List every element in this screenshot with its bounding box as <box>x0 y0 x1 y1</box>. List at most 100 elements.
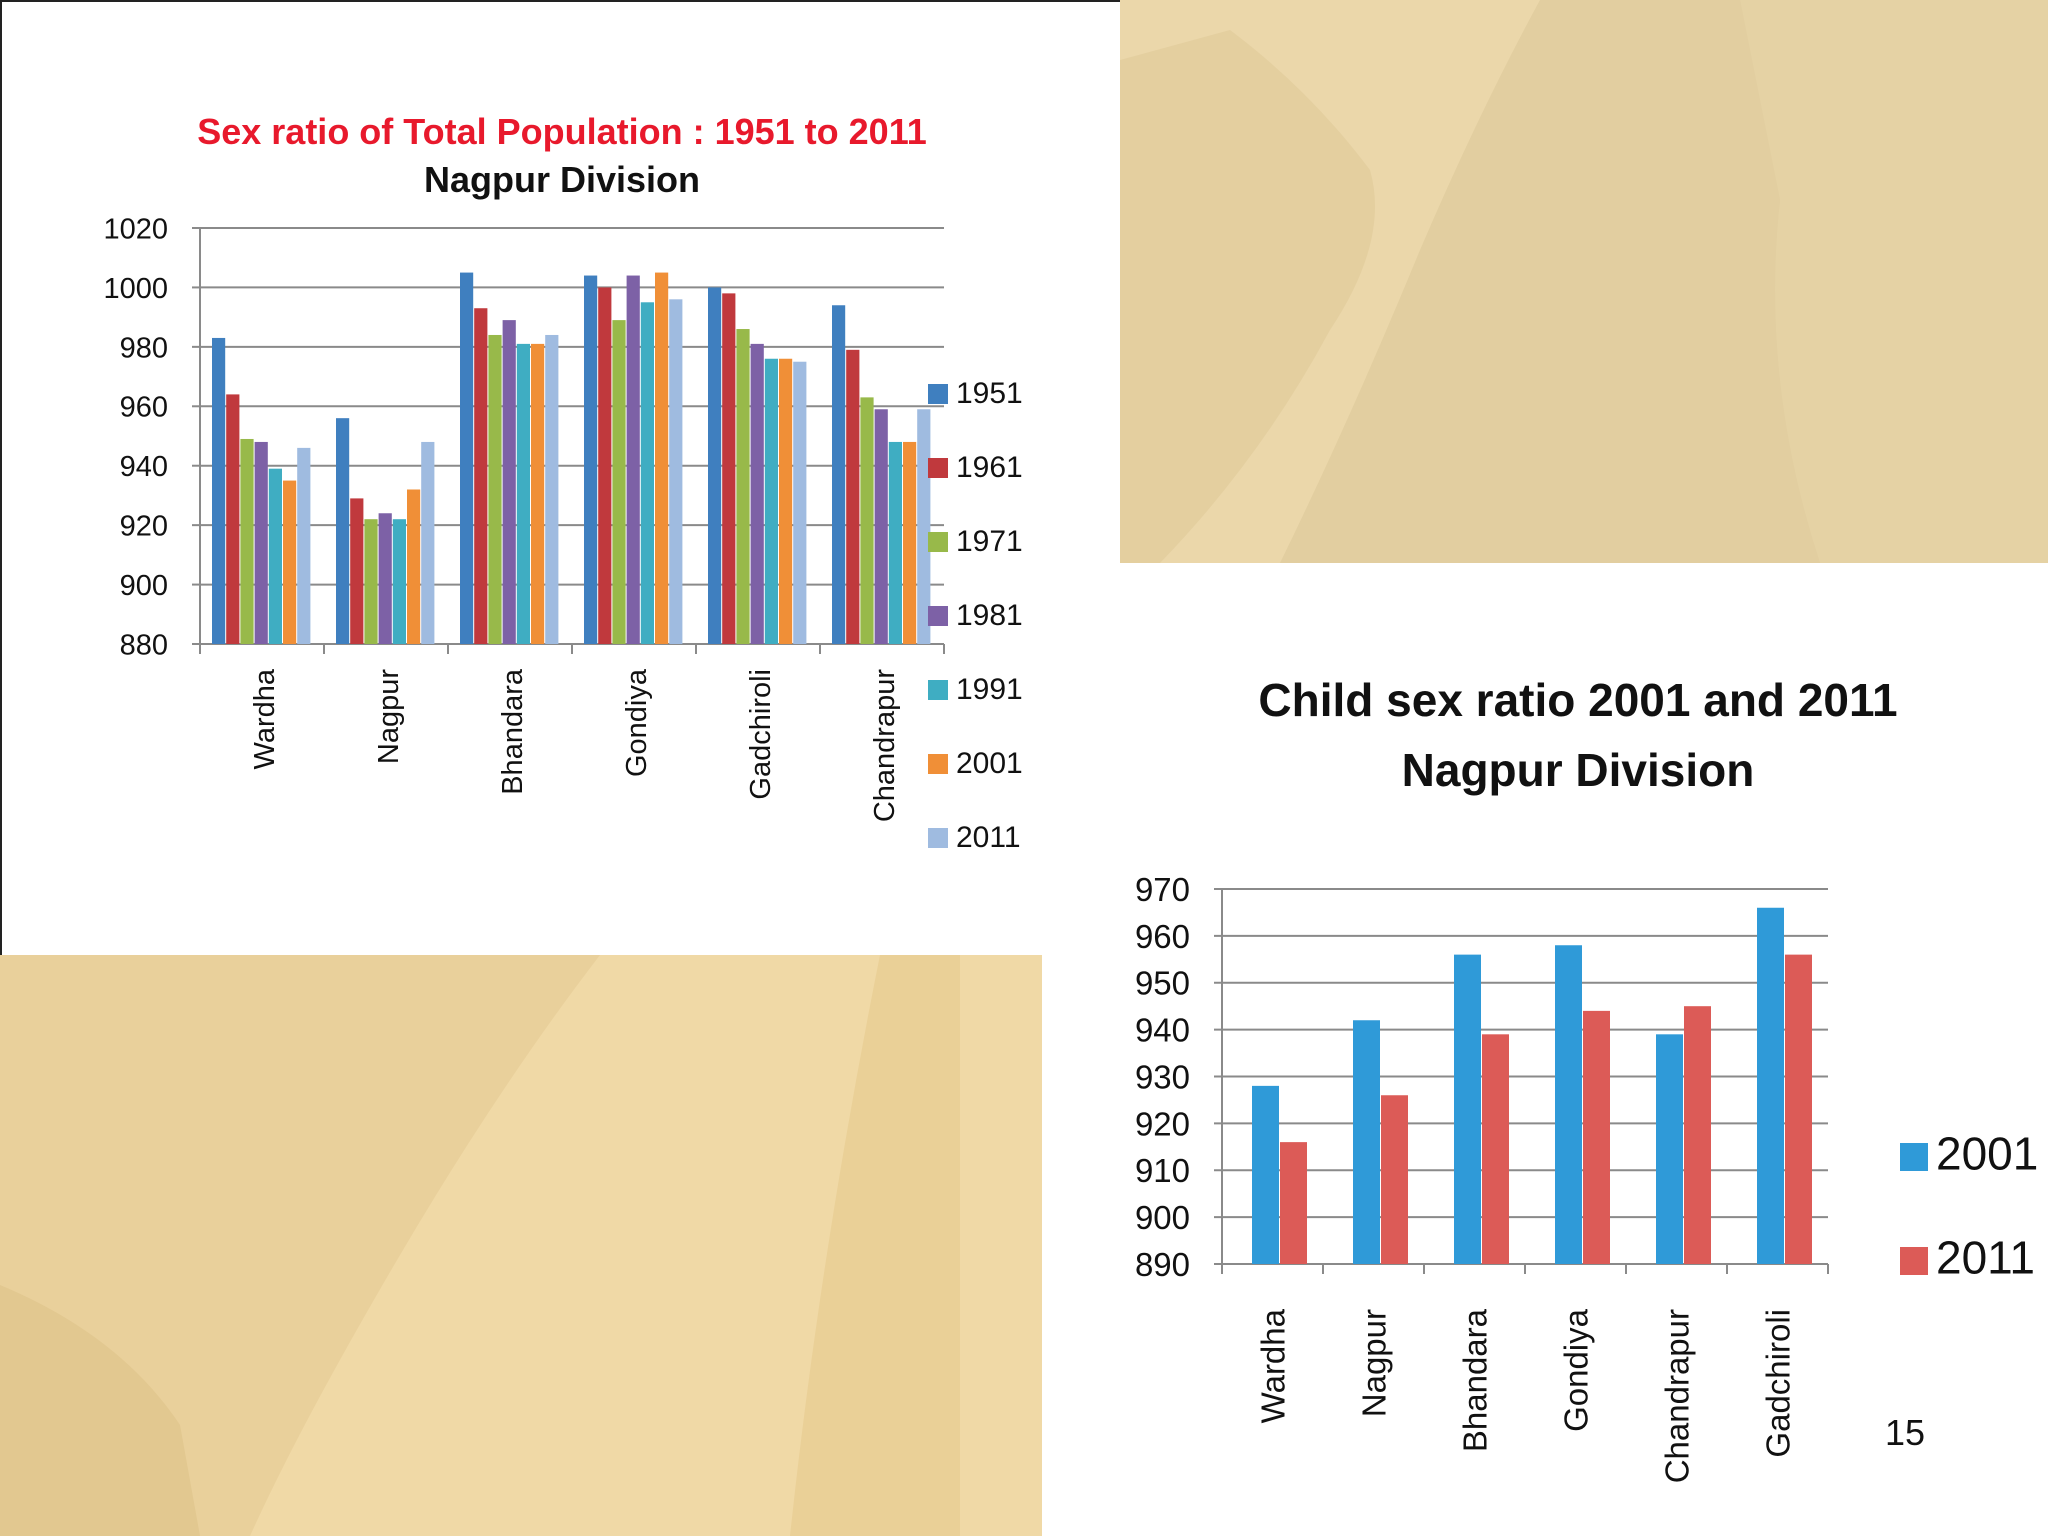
bar-gondiya-2001 <box>1555 945 1582 1264</box>
bar-chandrapur-2001 <box>1656 1034 1683 1264</box>
legend-label-2001: 2001 <box>956 747 1023 780</box>
x-category-label: Gondiya <box>621 668 653 777</box>
chart-total-sex-ratio: Sex ratio of Total Population : 1951 to … <box>103 111 1023 854</box>
bar-chandrapur-1981 <box>874 409 888 644</box>
y-tick-label: 1000 <box>103 273 168 305</box>
bar-gondiya-1951 <box>584 275 598 644</box>
bar-bhandara-1981 <box>502 320 516 644</box>
bar-gondiya-1961 <box>598 287 612 644</box>
bar-chandrapur-1951 <box>832 305 846 644</box>
chart-subtitle: Nagpur Division <box>1402 744 1755 796</box>
bar-nagpur-1951 <box>336 418 350 644</box>
x-category-label: Bhandara <box>1457 1308 1494 1452</box>
legend-label-1971: 1971 <box>956 525 1023 558</box>
bar-nagpur-1971 <box>364 519 378 644</box>
legend-swatch-1971 <box>928 532 948 552</box>
legend-label-1991: 1991 <box>956 673 1023 706</box>
bar-bhandara-1971 <box>488 334 502 644</box>
bar-gadchiroli-2011 <box>1785 954 1812 1264</box>
bar-bhandara-2001 <box>1454 954 1481 1264</box>
y-tick-label: 980 <box>120 332 168 364</box>
bar-chandrapur-1971 <box>860 397 874 644</box>
bar-nagpur-1991 <box>392 519 406 644</box>
slide-frame-top-border <box>0 0 1120 2</box>
legend-label-2001: 2001 <box>1936 1128 2038 1180</box>
bar-wardha-1971 <box>240 438 254 644</box>
bar-nagpur-2011 <box>421 441 435 644</box>
y-tick-label: 1020 <box>103 213 168 245</box>
legend-label-2011: 2011 <box>1936 1232 2035 1284</box>
legend-swatch-2011 <box>1900 1247 1928 1275</box>
bar-wardha-1951 <box>212 337 226 644</box>
bar-wardha-2011 <box>297 447 311 644</box>
bar-wardha-2001 <box>283 480 297 644</box>
x-category-label: Nagpur <box>373 669 405 764</box>
bar-bhandara-1951 <box>460 272 474 644</box>
bar-nagpur-1961 <box>350 498 364 644</box>
bar-chandrapur-2011 <box>917 409 931 644</box>
bar-gadchiroli-2001 <box>1757 907 1784 1264</box>
bar-gadchiroli-1961 <box>722 293 736 644</box>
x-category-label: Chandrapur <box>1659 1309 1696 1483</box>
y-tick-label: 930 <box>1135 1058 1190 1095</box>
y-tick-label: 910 <box>1135 1152 1190 1189</box>
bar-bhandara-1961 <box>474 308 488 644</box>
decorative-photo-shapes-top <box>1120 0 2048 563</box>
chart-title: Child sex ratio 2001 and 2011 <box>1258 674 1897 726</box>
y-tick-label: 960 <box>1135 918 1190 955</box>
bar-gondiya-1981 <box>626 275 640 644</box>
legend-swatch-2001 <box>928 754 948 774</box>
legend-swatch-1991 <box>928 680 948 700</box>
bar-nagpur-2001 <box>407 489 421 644</box>
bar-gondiya-2011 <box>669 299 683 644</box>
legend-swatch-1981 <box>928 606 948 626</box>
bar-gondiya-2001 <box>655 272 669 644</box>
y-tick-label: 940 <box>120 451 168 483</box>
chart-subtitle: Nagpur Division <box>424 159 700 200</box>
bar-wardha-1961 <box>226 394 240 644</box>
y-tick-label: 920 <box>120 511 168 543</box>
legend-label-1981: 1981 <box>956 599 1023 632</box>
bar-gadchiroli-1971 <box>736 329 750 644</box>
y-tick-label: 880 <box>120 629 168 661</box>
legend-label-1961: 1961 <box>956 451 1023 484</box>
chart-title: Sex ratio of Total Population : 1951 to … <box>197 111 927 152</box>
bar-bhandara-2011 <box>545 334 559 644</box>
x-category-label: Wardha <box>249 668 281 769</box>
x-category-label: Bhandara <box>497 668 529 795</box>
y-tick-label: 950 <box>1135 965 1190 1002</box>
bar-chandrapur-2011 <box>1684 1006 1711 1264</box>
bar-gadchiroli-2011 <box>793 361 807 644</box>
page-number: 15 <box>1884 1412 1926 1453</box>
legend-label-2011: 2011 <box>956 821 1021 854</box>
bar-gondiya-2011 <box>1583 1010 1610 1264</box>
bar-gadchiroli-1981 <box>750 343 764 644</box>
legend-swatch-1961 <box>928 458 948 478</box>
legend-swatch-2011 <box>928 828 948 848</box>
bar-gadchiroli-1951 <box>708 287 722 644</box>
bar-nagpur-1981 <box>378 513 392 644</box>
y-tick-label: 920 <box>1135 1105 1190 1142</box>
bar-nagpur-2011 <box>1381 1095 1408 1264</box>
bar-chandrapur-1961 <box>846 349 860 644</box>
y-tick-label: 890 <box>1135 1246 1190 1283</box>
bar-gadchiroli-2001 <box>779 358 793 644</box>
x-category-label: Gondiya <box>1558 1308 1595 1432</box>
decorative-photo-shapes-bottom <box>0 955 960 1536</box>
bar-bhandara-2011 <box>1482 1034 1509 1264</box>
bar-wardha-1981 <box>254 441 268 644</box>
y-tick-label: 970 <box>1135 871 1190 908</box>
x-category-label: Gadchiroli <box>745 669 777 800</box>
y-tick-label: 940 <box>1135 1012 1190 1049</box>
y-tick-label: 900 <box>1135 1199 1190 1236</box>
bar-bhandara-2001 <box>531 343 545 644</box>
bar-nagpur-2001 <box>1353 1020 1380 1264</box>
bar-gondiya-1971 <box>612 320 626 644</box>
legend-label-1951: 1951 <box>956 377 1023 410</box>
y-tick-label: 960 <box>120 392 168 424</box>
legend-swatch-1951 <box>928 384 948 404</box>
slide-frame-left-border <box>0 0 2 955</box>
bar-gondiya-1991 <box>640 302 654 644</box>
decorative-photo-panel-bottom <box>0 955 1042 1536</box>
